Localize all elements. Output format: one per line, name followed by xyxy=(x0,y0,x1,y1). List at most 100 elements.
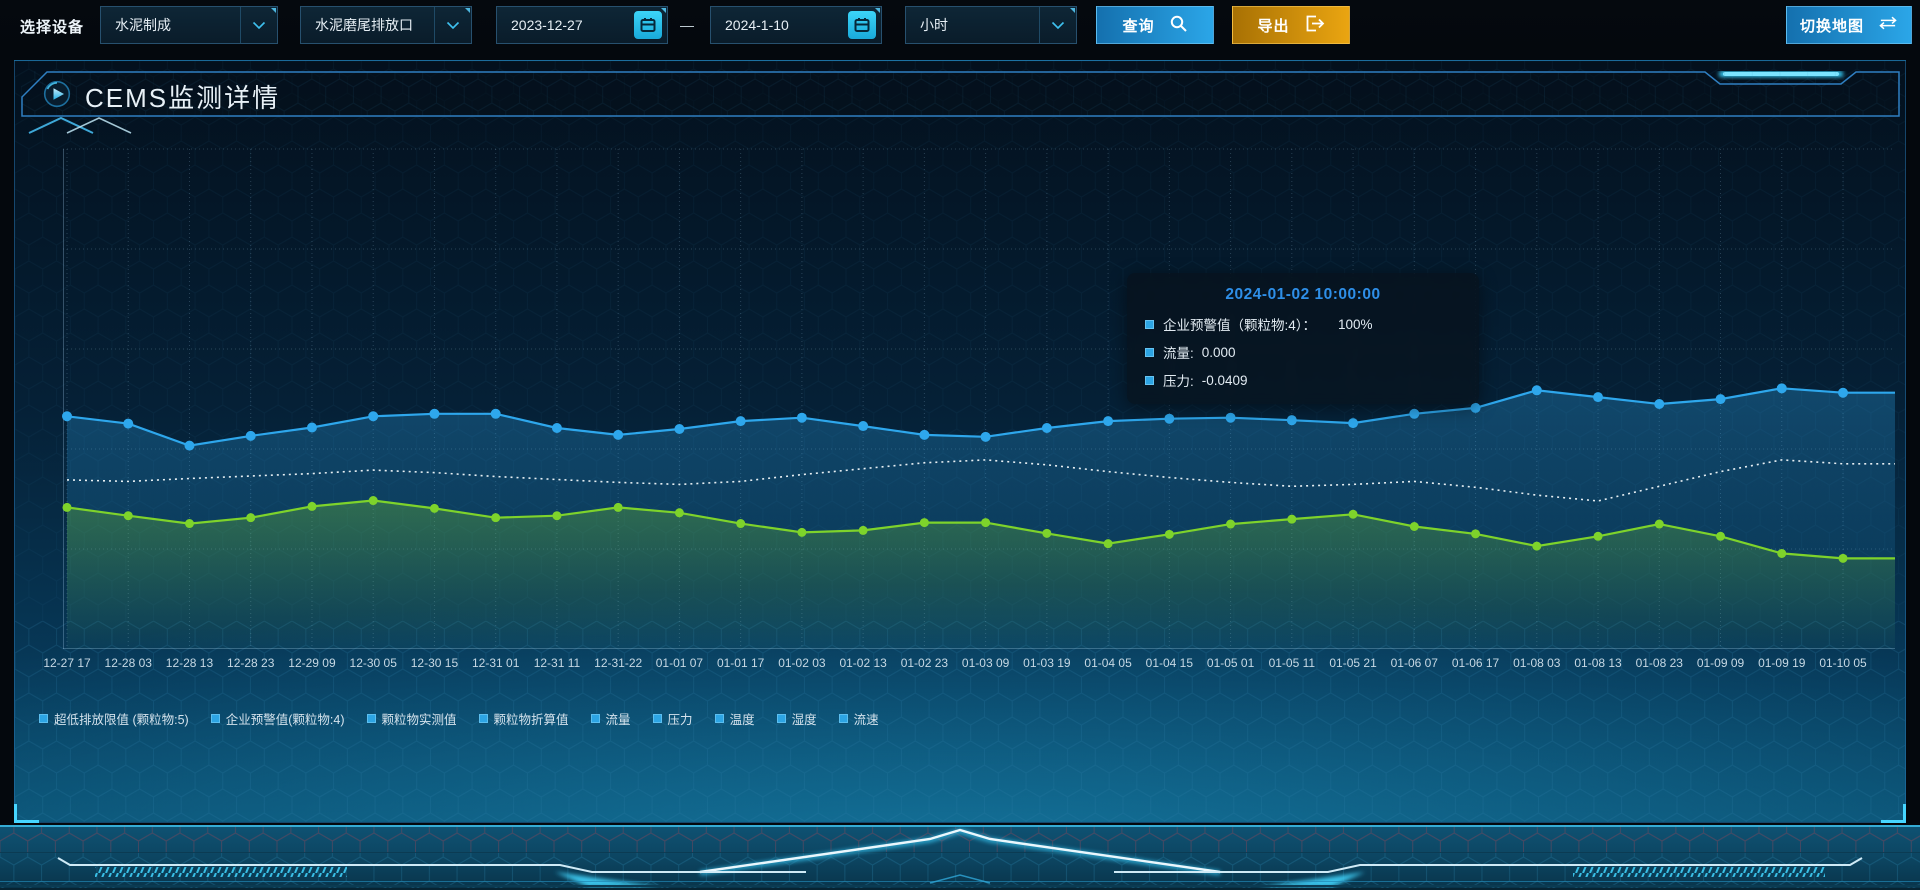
legend-marker-icon xyxy=(39,714,48,723)
panel-title: CEMS监测详情 xyxy=(85,83,281,113)
export-icon xyxy=(1304,14,1325,37)
start-date-input[interactable]: 2023-12-27 xyxy=(496,6,668,44)
series-2-markers[interactable] xyxy=(62,496,1848,563)
start-date-value: 2023-12-27 xyxy=(511,17,583,33)
cems-line-chart[interactable]: 12-27 17 12-28 03 12-28 13 12-28 23 12-29 09… xyxy=(43,148,1895,679)
x-axis-label: 01-08 23 xyxy=(1636,656,1684,670)
x-axis-label: 01-02 03 xyxy=(778,656,826,670)
legend-label: 企业预警值(颗粒物:4) xyxy=(225,713,345,727)
x-axis-label: 01-04 15 xyxy=(1146,656,1194,670)
end-date-input[interactable]: 2024-1-10 xyxy=(710,6,882,44)
series-area xyxy=(67,500,1895,649)
legend-item[interactable]: 流速 xyxy=(838,709,879,728)
chevron-down-icon[interactable] xyxy=(240,7,277,43)
x-axis-label: 01-09 19 xyxy=(1758,656,1806,670)
legend-marker-icon xyxy=(590,714,600,723)
calendar-icon[interactable] xyxy=(848,11,876,39)
panel-corner-accent xyxy=(14,804,39,823)
legend-item[interactable]: 超低排放限值 (颗粒物:5) xyxy=(39,709,189,728)
legend-marker-icon xyxy=(714,714,724,723)
series-line xyxy=(66,459,1895,502)
tooltip-row-value: 0.000 xyxy=(1201,344,1236,360)
date-range-separator: — xyxy=(680,17,694,33)
tooltip-row: 压力: -0.0409 xyxy=(1145,370,1461,390)
tooltip-series-marker-icon xyxy=(1145,319,1154,329)
x-axis-label: 01-03 09 xyxy=(962,656,1010,670)
outlet-select[interactable]: 水泥磨尾排放口 xyxy=(300,6,472,44)
legend-item[interactable]: 企业预警值(颗粒物:4) xyxy=(210,709,345,728)
x-axis-label: 12-28 13 xyxy=(166,656,214,670)
end-date-value: 2024-1-10 xyxy=(725,17,789,33)
legend-marker-icon xyxy=(776,714,786,723)
x-axis-label: 01-05 21 xyxy=(1329,656,1377,670)
x-axis-label: 01-04 05 xyxy=(1084,656,1132,670)
x-axis-label: 12-29 09 xyxy=(288,656,336,670)
x-axis-label: 12-31 11 xyxy=(534,656,581,670)
chart-legend: 超低排放限值 (颗粒物:5) 企业预警值(颗粒物:4) 颗粒物实测值 颗粒物折算值 流量… xyxy=(39,709,879,728)
x-axis-label: 12-28 03 xyxy=(105,656,153,670)
play-icon[interactable] xyxy=(43,80,71,113)
x-axis-label: 01-02 23 xyxy=(901,656,949,670)
cems-panel: CEMS监测详情 12-27 17 12-28 03 12-28 13 12-28 2… xyxy=(14,60,1906,823)
x-axis-label: 01-05 11 xyxy=(1269,656,1316,670)
chevron-down-icon[interactable] xyxy=(434,7,471,43)
legend-label: 流速 xyxy=(853,713,879,727)
legend-label: 颗粒物实测值 xyxy=(381,713,457,727)
tooltip-row: 流量: 0.000 xyxy=(1145,342,1461,362)
x-axis-label: 12-31-22 xyxy=(594,656,642,670)
legend-label: 颗粒物折算值 xyxy=(493,713,569,727)
legend-label: 温度 xyxy=(729,713,755,727)
x-axis-label: 01-09 09 xyxy=(1697,656,1745,670)
top-toolbar: 选择设备 水泥制成 水泥磨尾排放口 2023-12-27 — 2024-1-10… xyxy=(0,0,1920,56)
x-axis-label: 01-08 13 xyxy=(1574,656,1622,670)
x-axis-label: 01-02 13 xyxy=(839,656,887,670)
x-axis-label: 12-30 15 xyxy=(411,656,459,670)
legend-item[interactable]: 压力 xyxy=(652,709,693,728)
outlet-select-value: 水泥磨尾排放口 xyxy=(315,17,413,33)
tooltip-row-label: 压力: xyxy=(1163,374,1194,389)
tooltip-row-label: 企业预警值（颗粒物:4）： xyxy=(1163,318,1317,333)
interval-select-value: 小时 xyxy=(920,17,948,33)
interval-select[interactable]: 小时 xyxy=(905,6,1077,44)
legend-marker-icon xyxy=(210,714,220,723)
legend-item[interactable]: 颗粒物实测值 xyxy=(366,709,457,728)
x-axis-label: 12-30 05 xyxy=(350,656,398,670)
tooltip-row-value: 100% xyxy=(1338,316,1373,332)
device-select[interactable]: 水泥制成 xyxy=(100,6,278,44)
switch-map-button[interactable]: 切换地图 xyxy=(1786,6,1912,44)
legend-item[interactable]: 湿度 xyxy=(776,709,817,728)
query-button[interactable]: 查询 xyxy=(1096,6,1214,44)
panel-corner-accent xyxy=(1881,804,1906,823)
x-axis-label: 01-08 03 xyxy=(1513,656,1561,670)
search-icon xyxy=(1169,14,1188,37)
tooltip-series-marker-icon xyxy=(1145,347,1154,357)
panel-titlebar: CEMS监测详情 xyxy=(21,71,1901,117)
legend-item[interactable]: 流量 xyxy=(590,709,631,728)
x-axis-label: 01-03 19 xyxy=(1023,656,1071,670)
x-axis-label: 01-06 07 xyxy=(1391,656,1439,670)
legend-marker-icon xyxy=(652,714,662,723)
x-axis-label: 12-27 17 xyxy=(43,656,91,670)
calendar-icon[interactable] xyxy=(634,11,662,39)
x-axis-label: 01-01 17 xyxy=(717,656,765,670)
tooltip-series-marker-icon xyxy=(1145,375,1154,385)
x-axis-label: 01-10 05 xyxy=(1819,656,1867,670)
series-0-markers[interactable] xyxy=(62,383,1848,451)
chart-tooltip: 2024-01-02 10:00:00 企业预警值（颗粒物:4）： 100% 流量:… xyxy=(1127,273,1479,404)
legend-label: 湿度 xyxy=(791,713,817,727)
legend-marker-icon xyxy=(366,714,376,723)
titlebar-frame xyxy=(21,71,1901,117)
legend-item[interactable]: 颗粒物折算值 xyxy=(478,709,569,728)
legend-item[interactable]: 温度 xyxy=(714,709,755,728)
chevron-down-icon[interactable] xyxy=(1039,7,1076,43)
legend-marker-icon xyxy=(478,714,488,723)
export-button[interactable]: 导出 xyxy=(1232,6,1350,44)
x-axis-label: 12-28 23 xyxy=(227,656,275,670)
tooltip-row-label: 流量: xyxy=(1163,346,1194,361)
x-axis-labels: 12-27 17 12-28 03 12-28 13 12-28 23 12-29 09… xyxy=(43,656,1867,670)
x-axis-label: 01-05 01 xyxy=(1207,656,1255,670)
legend-label: 压力 xyxy=(667,713,693,727)
legend-label: 流量 xyxy=(605,713,631,727)
tooltip-timestamp: 2024-01-02 10:00:00 xyxy=(1225,286,1381,303)
device-select-label: 选择设备 xyxy=(20,19,85,36)
